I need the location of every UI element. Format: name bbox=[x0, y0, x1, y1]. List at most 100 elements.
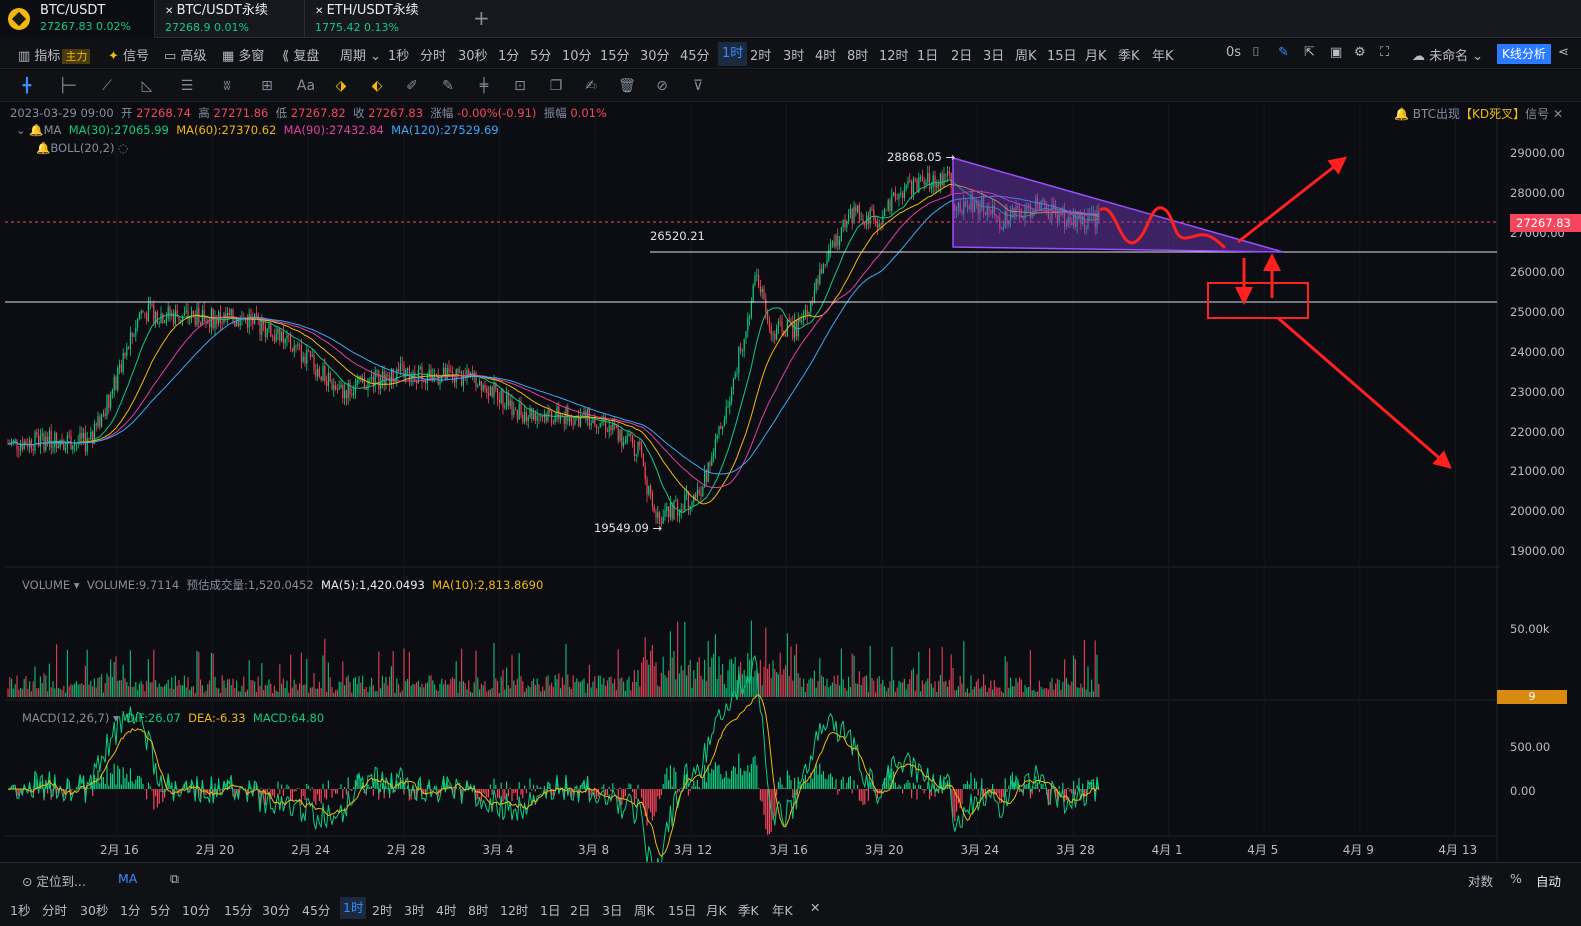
percent-scale-toggle[interactable]: % bbox=[1510, 871, 1522, 886]
replay-button[interactable]: ⟪ 复盘 bbox=[282, 49, 320, 64]
interval-17[interactable]: 3日 bbox=[983, 49, 1005, 64]
auto-scale-toggle[interactable]: 自动 bbox=[1536, 874, 1562, 889]
interval-12[interactable]: 4时 bbox=[815, 49, 837, 64]
interval-9[interactable]: 1时 bbox=[718, 42, 748, 66]
bottom-interval-3[interactable]: 1分 bbox=[120, 903, 141, 918]
bottom-interval-14[interactable]: 12时 bbox=[500, 903, 529, 918]
interval-22[interactable]: 年K bbox=[1152, 49, 1174, 64]
bottom-interval-20[interactable]: 月K bbox=[706, 903, 727, 918]
interval-5[interactable]: 10分 bbox=[562, 49, 592, 64]
period-dropdown[interactable]: 周期 ⌄ bbox=[340, 49, 382, 64]
close-icon[interactable]: ✕ bbox=[165, 6, 177, 17]
bottom-interval-1[interactable]: 分时 bbox=[42, 903, 68, 918]
interval-16[interactable]: 2日 bbox=[951, 49, 973, 64]
add-tab-icon[interactable]: + bbox=[473, 6, 490, 30]
interval-1[interactable]: 分时 bbox=[420, 49, 447, 64]
copy-icon[interactable]: ❐ bbox=[549, 78, 563, 94]
interval-18[interactable]: 周K bbox=[1015, 49, 1037, 64]
tab-btc-usdt-perp[interactable]: ✕ BTC/USDT永续 27268.9 0.01% bbox=[157, 0, 305, 38]
share-link-icon[interactable]: ⋖ bbox=[1558, 45, 1569, 60]
interval-15[interactable]: 1日 bbox=[917, 49, 939, 64]
interval-21[interactable]: 季K bbox=[1118, 49, 1140, 64]
tab-eth-usdt-perp[interactable]: ✕ ETH/USDT永续 1775.42 0.13% bbox=[307, 0, 457, 38]
bottom-interval-9[interactable]: 1时 bbox=[340, 897, 367, 919]
bottom-interval-15[interactable]: 1日 bbox=[540, 903, 561, 918]
rectangle-icon[interactable]: ⊞ bbox=[261, 78, 273, 94]
fullscreen-icon[interactable]: ⛶ bbox=[1380, 45, 1390, 60]
ma-toggle[interactable]: MA bbox=[118, 871, 138, 886]
lock-icon[interactable]: ⊡ bbox=[514, 78, 526, 94]
share-icon[interactable]: ⇱ bbox=[1304, 45, 1315, 60]
bottom-interval-8[interactable]: 45分 bbox=[302, 903, 331, 918]
edit-icon[interactable]: ✍ bbox=[585, 78, 597, 94]
cursor-icon[interactable]: ╋ bbox=[22, 78, 32, 94]
angle-icon[interactable]: ◺ bbox=[141, 78, 153, 94]
bottom-interval-18[interactable]: 周K bbox=[634, 903, 655, 918]
interval-3[interactable]: 1分 bbox=[498, 49, 520, 64]
volume-bar bbox=[714, 634, 716, 697]
interval-11[interactable]: 3时 bbox=[783, 49, 805, 64]
interval-10[interactable]: 2时 bbox=[750, 49, 772, 64]
bottom-interval-0[interactable]: 1秒 bbox=[10, 903, 31, 918]
text-icon[interactable]: Aa bbox=[296, 78, 316, 94]
bottom-interval-6[interactable]: 15分 bbox=[224, 903, 253, 918]
tab-btc-usdt[interactable]: BTC/USDT 27267.83 0.02% bbox=[0, 0, 155, 38]
trendline-icon[interactable]: ⟋ bbox=[102, 78, 112, 94]
filter-icon[interactable]: ⊽ bbox=[692, 78, 704, 94]
settings-icon[interactable]: ⚙ bbox=[1354, 45, 1366, 60]
bottom-interval-7[interactable]: 30分 bbox=[262, 903, 291, 918]
log-scale-toggle[interactable]: 对数 bbox=[1468, 874, 1494, 889]
signal-alert[interactable]: 🔔 BTC出现【KD死叉】信号 ✕ bbox=[1393, 107, 1563, 121]
bottom-interval-13[interactable]: 8时 bbox=[468, 903, 489, 918]
bottom-interval-11[interactable]: 3时 bbox=[404, 903, 425, 918]
multi-window-button[interactable]: ▦ 多窗 bbox=[222, 49, 265, 64]
bottom-interval-21[interactable]: 季K bbox=[738, 903, 759, 918]
close-icon[interactable]: ✕ bbox=[1552, 107, 1563, 121]
bottom-interval-17[interactable]: 3日 bbox=[602, 903, 623, 918]
interval-19[interactable]: 15日 bbox=[1047, 49, 1077, 64]
camera-icon[interactable]: ⌷ bbox=[1252, 45, 1260, 60]
interval-6[interactable]: 15分 bbox=[600, 49, 630, 64]
cloud-save-button[interactable]: ☁ 未命名 ⌄ bbox=[1412, 49, 1484, 64]
close-icon[interactable]: ✕ bbox=[315, 6, 327, 17]
collapse-icon[interactable]: ⌄ 🔔 bbox=[16, 123, 44, 137]
interval-2[interactable]: 30秒 bbox=[458, 49, 488, 64]
edit-icon[interactable]: ⧉ bbox=[170, 871, 179, 886]
trash-icon[interactable]: 🗑 bbox=[618, 78, 636, 94]
bottom-interval-5[interactable]: 10分 bbox=[182, 903, 211, 918]
brush-icon[interactable]: ✎ bbox=[442, 78, 454, 94]
interval-20[interactable]: 月K bbox=[1085, 49, 1107, 64]
interval-0[interactable]: 1秒 bbox=[388, 49, 410, 64]
bottom-interval-19[interactable]: 15日 bbox=[668, 903, 697, 918]
ruler-icon[interactable]: ✐ bbox=[406, 78, 418, 94]
layout-icon[interactable]: ▣ bbox=[1330, 45, 1343, 60]
interval-8[interactable]: 45分 bbox=[680, 49, 710, 64]
indicator-button[interactable]: ▥ 指标 主力 bbox=[18, 45, 91, 64]
close-icon[interactable]: ✕ bbox=[810, 900, 821, 915]
bell-icon[interactable]: 🔔 bbox=[36, 141, 51, 155]
interval-7[interactable]: 30分 bbox=[640, 49, 670, 64]
interval-14[interactable]: 12时 bbox=[879, 49, 909, 64]
eraser-icon[interactable]: ⊘ bbox=[656, 78, 668, 94]
bottom-interval-22[interactable]: 年K bbox=[772, 903, 793, 918]
lock-magnet-icon[interactable]: ⬖ bbox=[371, 78, 383, 94]
candle-icon[interactable]: ╪ bbox=[479, 78, 489, 94]
bottom-interval-2[interactable]: 30秒 bbox=[80, 903, 109, 918]
interval-13[interactable]: 8时 bbox=[847, 49, 869, 64]
eye-off-icon[interactable]: ◌ bbox=[118, 141, 129, 155]
kline-analysis-button[interactable]: K线分析 bbox=[1497, 44, 1551, 64]
hline-icon[interactable]: ├─ bbox=[58, 78, 76, 94]
signal-button[interactable]: ✦ 信号 bbox=[108, 49, 150, 64]
bottom-interval-10[interactable]: 2时 bbox=[372, 903, 393, 918]
bottom-interval-12[interactable]: 4时 bbox=[436, 903, 457, 918]
bottom-interval-4[interactable]: 5分 bbox=[150, 903, 171, 918]
interval-4[interactable]: 5分 bbox=[530, 49, 552, 64]
bottom-interval-16[interactable]: 2日 bbox=[570, 903, 591, 918]
locate-button[interactable]: ⊙ 定位到... bbox=[22, 874, 86, 889]
magnet-icon[interactable]: ⬗ bbox=[335, 78, 347, 94]
parallel-channel-icon[interactable]: ☰ bbox=[180, 78, 194, 94]
wave-icon[interactable]: ʬ bbox=[223, 78, 231, 94]
advanced-button[interactable]: ▭ 高级 bbox=[164, 49, 207, 64]
pencil-icon[interactable]: ✎ bbox=[1278, 45, 1289, 60]
